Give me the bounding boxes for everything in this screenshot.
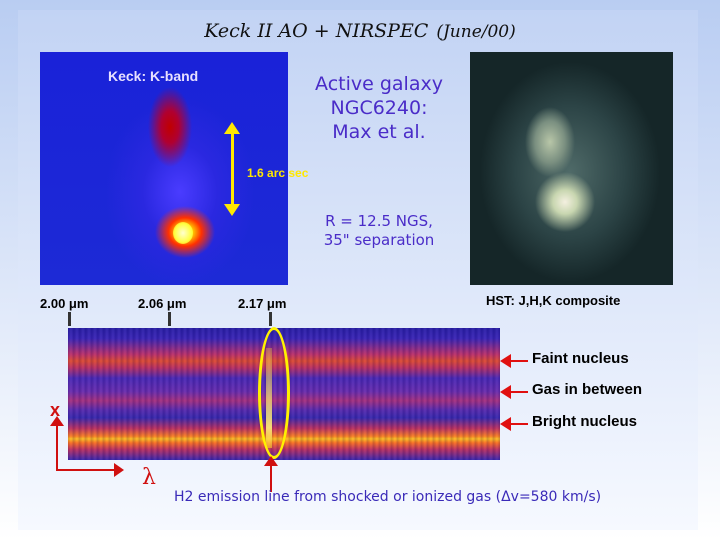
galaxy-line-2: NGC6240:	[330, 97, 428, 119]
observation-info: R = 12.5 NGS, 35" separation	[300, 212, 458, 250]
wavelength-label-1: 2.00 μm	[40, 296, 89, 311]
rinfo-line-1: R = 12.5 NGS,	[325, 212, 433, 230]
wavelength-tick-1	[68, 312, 71, 326]
faint-nucleus-arrow-icon	[500, 354, 528, 368]
lambda-axis-arrow-icon	[56, 463, 124, 477]
wavelength-label-3: 2.17 μm	[238, 296, 287, 311]
galaxy-line-3: Max et al.	[332, 121, 426, 143]
wavelength-tick-2	[168, 312, 171, 326]
wavelength-tick-3	[269, 312, 272, 326]
rinfo-line-2: 35" separation	[323, 231, 435, 249]
title-main: Keck II AO + NIRSPEC	[204, 20, 429, 42]
kband-label: Keck: K-band	[108, 68, 199, 84]
slide-title: Keck II AO + NIRSPEC (June/00)	[0, 20, 720, 42]
h2-pointer-arrow-icon	[264, 456, 278, 492]
bright-nucleus-arrow-icon	[500, 417, 528, 431]
wavelength-label-2: 2.06 μm	[138, 296, 187, 311]
gas-arrow-icon	[500, 385, 528, 399]
bright-nucleus-label: Bright nucleus	[532, 413, 638, 430]
faint-nucleus-label: Faint nucleus	[532, 350, 629, 367]
h2-caption: H2 emission line from shocked or ionized…	[174, 489, 602, 505]
scale-arrow-shaft	[231, 130, 234, 210]
title-date: (June/00)	[436, 22, 516, 42]
hst-composite-image	[470, 52, 673, 285]
gas-label: Gas in between	[532, 381, 643, 398]
scale-label: 1.6 arc sec	[247, 166, 309, 180]
x-axis-arrow-icon	[50, 416, 64, 470]
galaxy-line-1: Active galaxy	[315, 73, 443, 95]
hst-label: HST: J,H,K composite	[486, 293, 621, 308]
h2-highlight-ellipse	[258, 327, 290, 459]
bright-core	[173, 222, 193, 244]
x-axis-label: x	[50, 400, 61, 420]
scale-arrow-down-icon	[224, 204, 240, 216]
keck-kband-image: Keck: K-band	[40, 52, 288, 285]
galaxy-description: Active galaxy NGC6240: Max et al.	[300, 72, 458, 144]
lambda-axis-label: λ	[142, 465, 156, 490]
scale-arrow-up-icon	[224, 122, 240, 134]
